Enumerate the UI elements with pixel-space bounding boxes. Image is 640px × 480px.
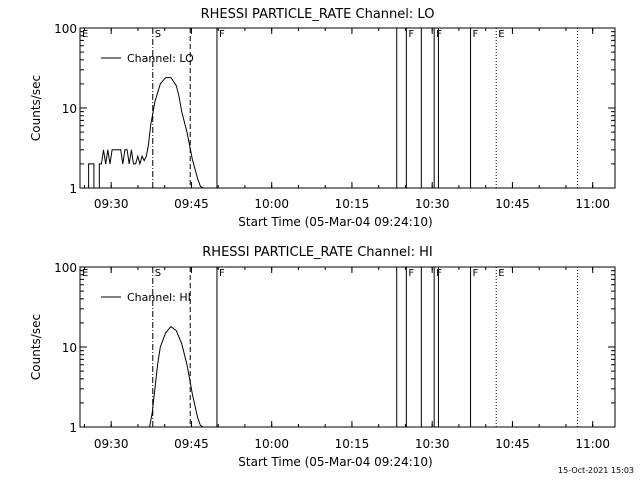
y-tick-label: 1: [69, 421, 77, 435]
event-marker-label: F: [436, 29, 442, 40]
event-marker-label: F: [408, 29, 414, 40]
x-tick-label: 10:15: [335, 437, 370, 451]
x-tick-label: 09:45: [174, 197, 209, 211]
event-marker-label: F: [219, 29, 225, 40]
chart-title: RHESSI PARTICLE_RATE Channel: LO: [201, 7, 435, 22]
event-marker-label: S: [155, 268, 161, 279]
event-marker-label: F: [473, 29, 479, 40]
x-tick-label: 10:45: [495, 437, 530, 451]
x-tick-label: 09:30: [94, 197, 129, 211]
y-tick-label: 1: [69, 182, 77, 196]
event-marker-label: F: [408, 268, 414, 279]
x-tick-label: 10:45: [495, 197, 530, 211]
series-line: [149, 325, 204, 428]
x-tick-label: 10:00: [254, 437, 289, 451]
series-line: [88, 77, 206, 189]
y-tick-label: 10: [62, 341, 77, 355]
event-marker-label: E: [82, 29, 88, 40]
y-axis-label: Counts/sec: [29, 314, 43, 380]
x-tick-label: 09:30: [94, 437, 129, 451]
y-tick-label: 100: [54, 22, 77, 36]
y-tick-label: 10: [62, 102, 77, 116]
x-tick-label: 10:00: [254, 197, 289, 211]
event-marker-label: E: [498, 268, 504, 279]
footer-date: 15-Oct-2021 15:03: [558, 466, 634, 475]
event-marker-label: S: [155, 29, 161, 40]
x-axis-label: Start Time (05-Mar-04 09:24:10): [238, 455, 432, 469]
x-tick-label: 11:00: [575, 197, 610, 211]
event-marker-label: F: [219, 268, 225, 279]
event-marker-label: F: [436, 268, 442, 279]
x-tick-label: 10:15: [335, 197, 370, 211]
event-marker-label: E: [82, 268, 88, 279]
y-axis-label: Counts/sec: [29, 75, 43, 141]
y-tick-label: 100: [54, 261, 77, 275]
x-tick-label: 11:00: [575, 437, 610, 451]
legend-label: Channel: LO: [127, 52, 194, 65]
event-marker-label: F: [473, 268, 479, 279]
x-tick-label: 10:30: [415, 437, 450, 451]
legend-label: Channel: HI: [127, 291, 191, 304]
x-tick-label: 09:45: [174, 437, 209, 451]
event-marker-label: E: [498, 29, 504, 40]
chart-title: RHESSI PARTICLE_RATE Channel: HI: [202, 245, 432, 260]
chart-panel-2: RHESSI PARTICLE_RATE Channel: HI E S F F F F E 0…: [29, 245, 616, 469]
x-axis-label: Start Time (05-Mar-04 09:24:10): [238, 215, 432, 229]
x-tick-label: 10:30: [415, 197, 450, 211]
chart-panel-1: RHESSI PARTICLE_RATE Channel: LO E S F F F F E 0…: [29, 7, 616, 229]
